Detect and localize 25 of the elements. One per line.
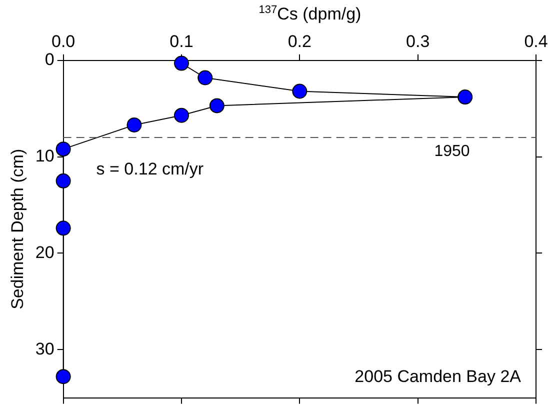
point <box>56 220 71 236</box>
x-tick-label: 0.3 <box>406 32 430 51</box>
point <box>292 84 308 99</box>
annotation: s = 0.12 cm/yr <box>96 160 204 179</box>
point <box>56 369 71 384</box>
x-tick-label: 0.4 <box>524 32 548 51</box>
annotation: 2005 Camden Bay 2A <box>354 366 522 386</box>
y-axis-title: Sediment Depth (cm) <box>8 148 27 310</box>
point <box>458 90 473 105</box>
point <box>174 108 189 123</box>
annotation: 1950 <box>434 142 470 160</box>
x-tick-label: 0.1 <box>170 32 194 51</box>
y-tick-label: 30 <box>35 339 54 358</box>
point <box>209 98 224 114</box>
point <box>198 70 213 86</box>
x-tick-label: 0.2 <box>288 32 312 51</box>
y-tick-label: 10 <box>35 146 54 166</box>
y-tick-label: 20 <box>35 242 54 262</box>
point <box>56 142 71 157</box>
point <box>56 173 71 188</box>
y-tick-label: 0 <box>44 50 54 70</box>
point <box>126 117 142 132</box>
x-axis-title: $^{137}$Cs (dpm/g) <box>258 4 362 25</box>
x-tick-label: 0.0 <box>51 32 76 51</box>
point <box>174 56 189 71</box>
